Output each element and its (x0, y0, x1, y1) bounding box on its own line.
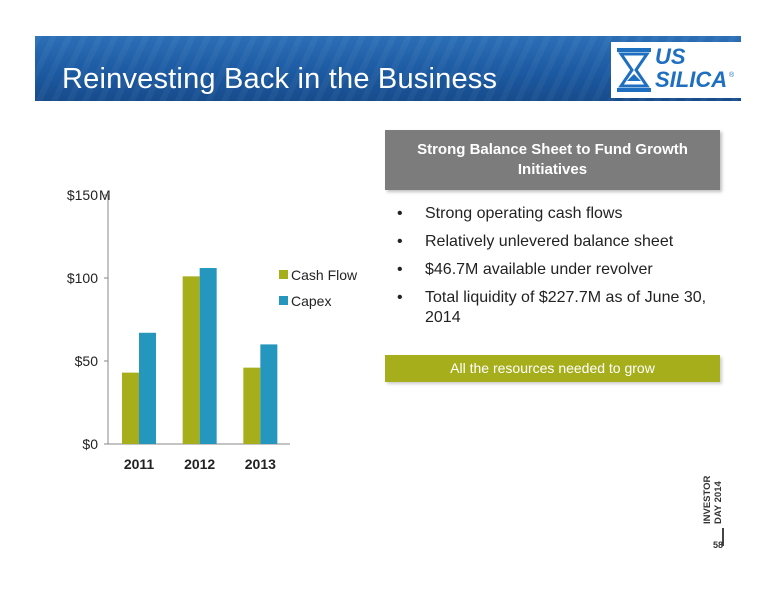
event-line-1: INVESTOR (702, 475, 713, 524)
event-badge: INVESTOR DAY 2014 (702, 460, 736, 524)
bar (243, 367, 261, 444)
logo-text-us: US (655, 44, 686, 69)
bullet-marker: • (397, 233, 403, 250)
page-number: 58 (713, 540, 724, 550)
bullet-marker: • (397, 205, 403, 222)
bar (122, 372, 139, 444)
bar (182, 276, 200, 444)
legend-swatch (279, 270, 288, 279)
bar (260, 344, 278, 444)
list-item: • $46.7M available under revolver (397, 260, 727, 280)
event-line-2: DAY 2014 (713, 481, 724, 524)
bullet-marker: • (397, 289, 403, 306)
tagline-bar: All the resources needed to grow (385, 355, 720, 382)
legend-label: Cash Flow (291, 267, 358, 283)
y-unit-label: M (99, 187, 111, 203)
x-tick-label: 2012 (184, 456, 215, 472)
panel-header: Strong Balance Sheet to Fund Growth Init… (385, 130, 720, 190)
list-item: • Strong operating cash flows (397, 204, 727, 224)
bar (139, 332, 156, 444)
footer-divider (722, 528, 724, 546)
bullet-text: Relatively unlevered balance sheet (425, 233, 674, 250)
legend-swatch (279, 296, 288, 305)
bullet-text: Strong operating cash flows (425, 205, 623, 222)
logo-registered-mark: ® (729, 72, 735, 79)
x-tick-label: 2013 (245, 456, 276, 472)
legend-label: Capex (291, 293, 331, 309)
bullet-marker: • (397, 261, 403, 278)
company-logo: US SILICA ® (611, 42, 741, 98)
list-item: • Total liquidity of $227.7M as of June 3… (397, 288, 727, 328)
panel-header-text: Strong Balance Sheet to Fund Growth Init… (417, 141, 688, 178)
x-tick-label: 2011 (124, 456, 155, 472)
y-tick-label: $100 (67, 270, 98, 286)
y-tick-label: $50 (75, 353, 99, 369)
bullet-list: • Strong operating cash flows • Relatively… (397, 204, 727, 336)
bar (199, 268, 217, 444)
bullet-text: Total liquidity of $227.7M as of June 30… (425, 289, 707, 326)
y-tick-label: $150 (67, 187, 98, 203)
bullet-text: $46.7M available under revolver (425, 261, 653, 278)
logo-text-silica: SILICA (655, 67, 728, 92)
list-item: • Relatively unlevered balance sheet (397, 232, 727, 252)
slide-title: Reinvesting Back in the Business (62, 63, 498, 95)
hourglass-icon (617, 48, 651, 92)
y-tick-label: $0 (82, 436, 98, 452)
